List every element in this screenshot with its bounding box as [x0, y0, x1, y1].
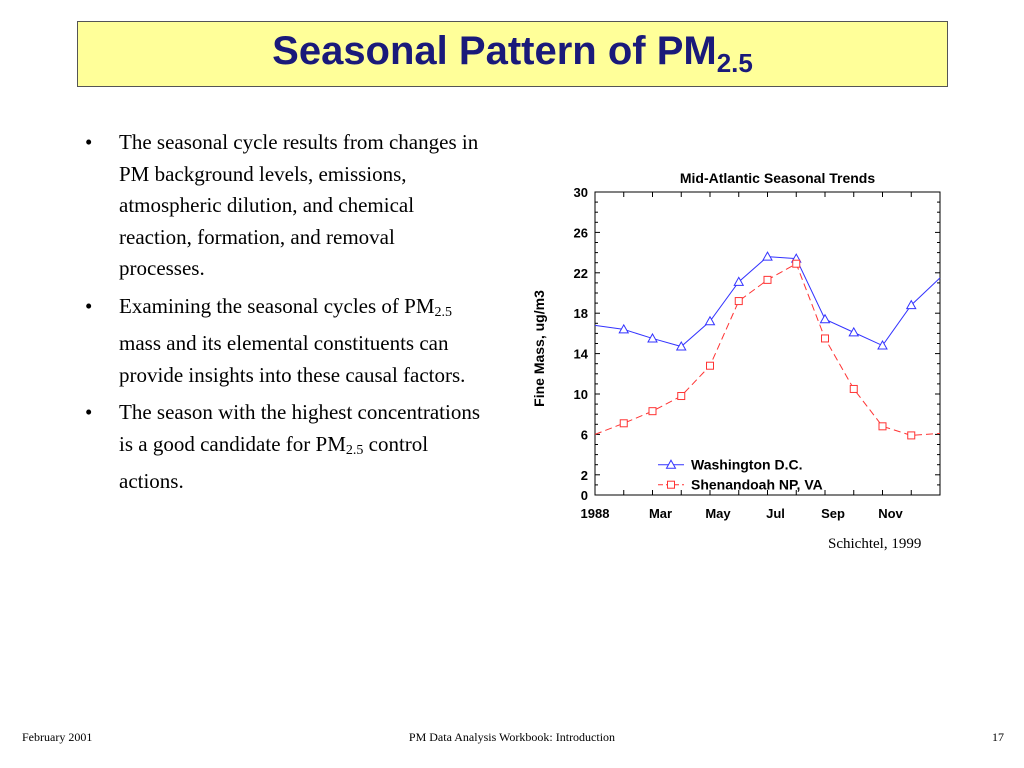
- bullet-text-post: control actions.: [119, 431, 429, 494]
- bullet-text-pre: Examining the seasonal cycles of PM: [119, 293, 435, 318]
- washington-point: [675, 341, 687, 351]
- shenandoah-point: [907, 431, 916, 440]
- bullet-subscript: 2.5: [434, 304, 453, 320]
- washington-point: [819, 313, 831, 324]
- legend-label: Shenandoah NP, VA: [691, 477, 823, 493]
- y-tick-label: 2: [581, 468, 588, 483]
- shenandoah-point: [648, 407, 657, 416]
- y-tick-label: 18: [574, 306, 588, 321]
- washington-point: [877, 340, 888, 350]
- shenandoah-point: [677, 392, 686, 401]
- bullet-item: • Examining the seasonal cycles of PM2.5…: [85, 291, 485, 392]
- legend-marker: [665, 459, 677, 469]
- shenandoah-point: [878, 422, 887, 431]
- shenandoah-point: [849, 384, 858, 393]
- shenandoah-point: [734, 297, 743, 306]
- bullet-glyph: •: [85, 293, 93, 318]
- bullet-text-post: mass and its elemental constituents can …: [119, 331, 466, 387]
- shenandoah-point: [792, 259, 801, 268]
- y-axis-label: Fine Mass, ug/m3: [531, 290, 547, 407]
- bullet-glyph: •: [85, 130, 93, 154]
- shenandoah-point: [763, 275, 772, 284]
- title-subscript: 2.5: [716, 48, 753, 78]
- legend-marker: [667, 480, 675, 489]
- x-tick-label: Nov: [878, 506, 903, 521]
- washington-point: [647, 332, 658, 343]
- legend-item: Shenandoah NP, VA: [658, 477, 823, 493]
- legend-label: Washington D.C.: [691, 457, 802, 473]
- y-tick-label: 14: [574, 347, 589, 362]
- shenandoah-line: [594, 262, 941, 436]
- bullet-text: The seasonal cycle results from changes …: [119, 130, 479, 280]
- slide-title: Seasonal Pattern of PM2.5: [272, 29, 753, 79]
- washington-point: [733, 276, 745, 286]
- washington-point: [618, 323, 630, 334]
- chart-title: Mid-Atlantic Seasonal Trends: [680, 170, 875, 186]
- x-tick-label: Sep: [821, 506, 845, 521]
- source-citation: Schichtel, 1999: [828, 536, 922, 552]
- shenandoah-point: [619, 419, 628, 428]
- y-tick-label: 6: [581, 427, 588, 442]
- legend-item: Washington D.C.: [658, 457, 802, 473]
- x-tick-label: 1988: [581, 506, 610, 521]
- x-tick-label: Mar: [649, 506, 672, 521]
- x-tick-label: May: [705, 506, 731, 521]
- washington-point: [704, 315, 716, 326]
- y-tick-label: 10: [574, 387, 588, 402]
- seasonal-trends-chart: Mid-Atlantic Seasonal Trends026101418222…: [531, 170, 941, 521]
- washington-point: [762, 251, 773, 261]
- footer-page-number: 17: [992, 730, 1004, 744]
- washington-point: [848, 326, 860, 337]
- title-main: Seasonal Pattern of PM: [272, 29, 717, 73]
- washington-point: [905, 299, 917, 310]
- x-tick-label: Jul: [766, 506, 785, 521]
- y-tick-label: 22: [574, 266, 588, 281]
- y-tick-label: 0: [581, 488, 588, 503]
- footer-title: PM Data Analysis Workbook: Introduction: [408, 730, 616, 744]
- y-tick-label: 30: [574, 185, 588, 200]
- bullet-glyph: •: [85, 400, 93, 424]
- shenandoah-point: [706, 361, 714, 370]
- y-tick-label: 26: [574, 225, 588, 240]
- washington-line: [594, 256, 941, 348]
- bullet-text-pre: The season with the highest concentratio…: [119, 400, 480, 456]
- bullet-subscript: 2.5: [345, 442, 364, 458]
- title-box: Seasonal Pattern of PM2.5: [77, 21, 948, 87]
- bullet-list: • The seasonal cycle results from change…: [85, 127, 485, 504]
- footer-date: February 2001: [22, 730, 93, 744]
- bullet-item: • The season with the highest concentrat…: [85, 397, 485, 498]
- shenandoah-point: [821, 334, 829, 343]
- bullet-item: • The seasonal cycle results from change…: [85, 127, 485, 285]
- plot-frame: [594, 191, 941, 496]
